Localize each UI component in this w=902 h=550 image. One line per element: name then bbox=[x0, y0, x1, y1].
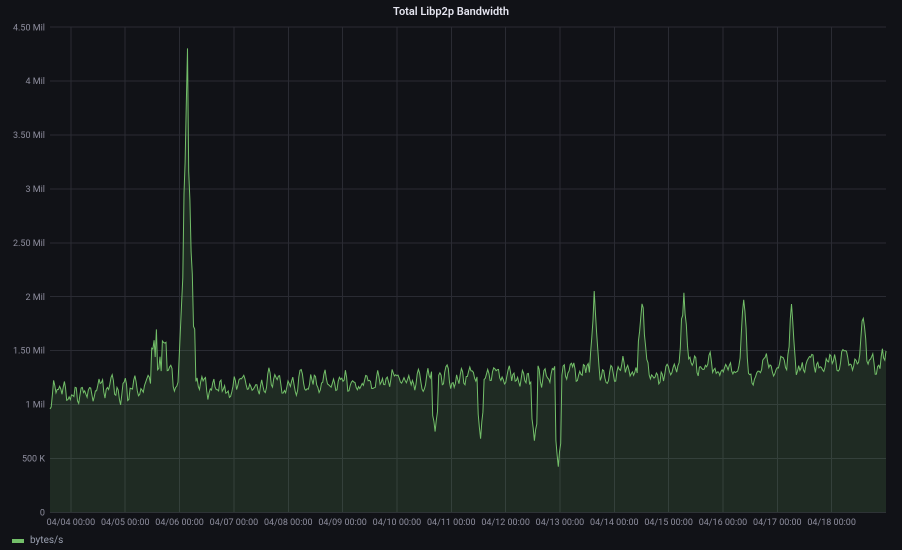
svg-text:4.50 Mil: 4.50 Mil bbox=[13, 23, 45, 33]
svg-text:04/13 00:00: 04/13 00:00 bbox=[536, 518, 585, 528]
chart-svg: 0 500 K 1 Mil 1.50 Mil 2 Mil 2.50 Mil 3 Mil 3.5… bbox=[10, 23, 892, 531]
svg-text:04/08 00:00: 04/08 00:00 bbox=[264, 518, 313, 528]
svg-text:04/04 00:00: 04/04 00:00 bbox=[47, 518, 96, 528]
svg-text:2.50 Mil: 2.50 Mil bbox=[13, 239, 45, 249]
svg-text:04/07 00:00: 04/07 00:00 bbox=[210, 518, 259, 528]
svg-text:3.50 Mil: 3.50 Mil bbox=[13, 131, 45, 141]
svg-text:04/15 00:00: 04/15 00:00 bbox=[644, 518, 693, 528]
svg-text:04/09 00:00: 04/09 00:00 bbox=[318, 518, 367, 528]
svg-text:04/12 00:00: 04/12 00:00 bbox=[481, 518, 530, 528]
chart-plot-area[interactable]: 0 500 K 1 Mil 1.50 Mil 2 Mil 2.50 Mil 3 Mil 3.5… bbox=[10, 23, 892, 531]
svg-text:500 K: 500 K bbox=[22, 454, 45, 464]
svg-text:3 Mil: 3 Mil bbox=[25, 185, 45, 195]
svg-text:4 Mil: 4 Mil bbox=[25, 77, 45, 87]
svg-text:04/05 00:00: 04/05 00:00 bbox=[101, 518, 150, 528]
svg-text:1.50 Mil: 1.50 Mil bbox=[13, 347, 45, 357]
chart-panel: Total Libp2p Bandwidth 0 500 K 1 Mil 1.50 M… bbox=[0, 0, 902, 550]
svg-text:0: 0 bbox=[40, 508, 45, 518]
svg-text:04/10 00:00: 04/10 00:00 bbox=[373, 518, 422, 528]
svg-text:04/11 00:00: 04/11 00:00 bbox=[427, 518, 476, 528]
legend-swatch bbox=[12, 539, 24, 543]
panel-title: Total Libp2p Bandwidth bbox=[0, 0, 902, 20]
svg-text:04/06 00:00: 04/06 00:00 bbox=[155, 518, 204, 528]
svg-text:2 Mil: 2 Mil bbox=[25, 293, 45, 303]
svg-text:04/18 00:00: 04/18 00:00 bbox=[807, 518, 856, 528]
svg-text:1 Mil: 1 Mil bbox=[25, 401, 45, 411]
legend-label: bytes/s bbox=[30, 535, 63, 546]
svg-text:04/16 00:00: 04/16 00:00 bbox=[699, 518, 748, 528]
legend[interactable]: bytes/s bbox=[0, 531, 902, 550]
svg-text:04/17 00:00: 04/17 00:00 bbox=[753, 518, 802, 528]
svg-text:04/14 00:00: 04/14 00:00 bbox=[590, 518, 639, 528]
